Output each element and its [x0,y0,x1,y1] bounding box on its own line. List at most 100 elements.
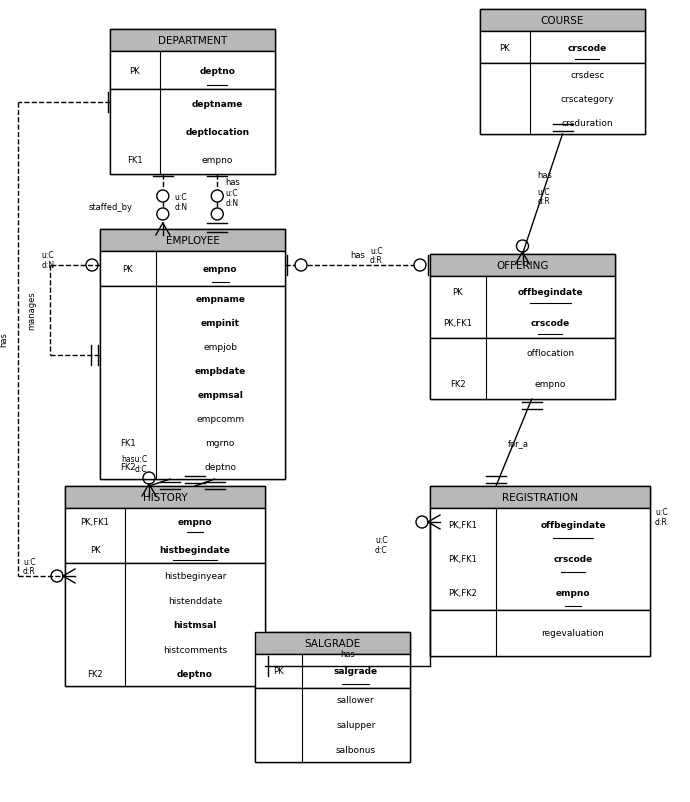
Bar [480,10,645,32]
Text: has: has [225,178,240,187]
Text: d:R: d:R [655,517,668,526]
Text: PK: PK [273,666,284,675]
Bar [430,277,615,338]
Text: FK2: FK2 [450,379,466,389]
Text: salbonus: salbonus [336,745,376,754]
Text: empno: empno [178,517,213,527]
Bar [430,486,650,656]
Bar [100,229,285,252]
Text: empjob: empjob [204,342,237,352]
Text: offbegindate: offbegindate [518,287,583,297]
Text: FK1: FK1 [120,439,135,448]
Text: mgrno: mgrno [206,439,235,448]
Text: u:C: u:C [175,192,188,201]
Text: crsdesc: crsdesc [570,71,604,80]
Text: histenddate: histenddate [168,596,222,605]
Bar [430,610,650,656]
Text: has: has [340,649,355,658]
Text: FK1: FK1 [127,156,143,165]
Bar [430,508,650,610]
Bar [430,338,615,399]
Text: has: has [350,251,365,260]
Text: histcomments: histcomments [163,645,227,654]
Text: DEPARTMENT: DEPARTMENT [158,36,227,46]
Text: empname: empname [195,294,245,304]
Text: histbegindate: histbegindate [159,545,230,554]
Text: u:C: u:C [370,247,383,256]
Bar [255,654,410,688]
Text: FK2: FK2 [120,463,135,472]
Text: deptno: deptno [177,670,213,678]
Text: u:C: u:C [375,535,388,545]
Text: u:C: u:C [41,251,55,260]
Bar [65,508,265,564]
Text: PK: PK [130,67,140,75]
Text: COURSE: COURSE [541,16,584,26]
Bar [65,486,265,508]
Text: has: has [538,170,553,180]
Bar [430,255,615,277]
Text: REGISTRATION: REGISTRATION [502,492,578,502]
Text: offlocation: offlocation [526,349,574,358]
Text: deptlocation: deptlocation [185,128,249,137]
Text: empinit: empinit [201,318,239,328]
Text: PK,FK1: PK,FK1 [81,517,110,527]
Text: d:C: d:C [135,464,148,473]
Text: for_a: for_a [508,439,529,448]
Text: empno: empno [555,589,590,597]
Bar [110,30,275,52]
Text: empno: empno [203,265,237,274]
Text: PK: PK [90,545,100,554]
Text: PK: PK [453,287,463,297]
Text: u:C: u:C [23,557,36,566]
Bar [255,632,410,762]
Text: empbdate: empbdate [195,367,246,375]
Bar [100,252,285,287]
Text: PK: PK [500,43,510,52]
Bar [100,229,285,480]
Bar [430,255,615,399]
Bar [100,287,285,480]
Text: u:C: u:C [538,188,550,196]
Text: d:R: d:R [23,566,36,575]
Text: salgrade: salgrade [334,666,378,675]
Bar [255,632,410,654]
Text: empno: empno [535,379,566,389]
Text: crscode: crscode [553,555,593,564]
Text: d:R: d:R [370,256,383,265]
Text: crscode: crscode [531,318,570,327]
Text: empno: empno [201,156,233,165]
Text: EMPLOYEE: EMPLOYEE [166,236,219,245]
Text: offbegindate: offbegindate [540,520,606,530]
Text: empmsal: empmsal [197,391,243,399]
Text: d:N: d:N [41,261,55,269]
Text: deptno: deptno [204,463,236,472]
Bar [255,688,410,762]
Text: HISTORY: HISTORY [143,492,187,502]
Text: u:C: u:C [655,508,668,516]
Bar [430,486,650,508]
Text: hasu:C: hasu:C [121,455,147,464]
Text: crscode: crscode [568,43,607,52]
Text: d:N: d:N [175,202,188,211]
Text: sallower: sallower [337,695,375,705]
Bar [110,30,275,175]
Text: PK,FK1: PK,FK1 [448,555,477,564]
Bar [110,52,275,90]
Bar [480,10,645,135]
Text: has: has [0,332,8,346]
Bar [65,564,265,687]
Text: crsduration: crsduration [562,119,613,128]
Text: u:C: u:C [225,188,238,197]
Text: d:C: d:C [375,545,388,554]
Text: deptname: deptname [192,99,243,109]
Text: histmsal: histmsal [173,620,217,630]
Text: empcomm: empcomm [196,415,244,423]
Text: regevaluation: regevaluation [542,629,604,638]
Text: deptno: deptno [199,67,235,75]
Text: PK,FK2: PK,FK2 [448,589,477,597]
Text: PK,FK1: PK,FK1 [448,520,477,530]
Text: SALGRADE: SALGRADE [304,638,361,648]
Text: d:R: d:R [538,196,550,206]
Text: histbeginyear: histbeginyear [164,571,226,580]
